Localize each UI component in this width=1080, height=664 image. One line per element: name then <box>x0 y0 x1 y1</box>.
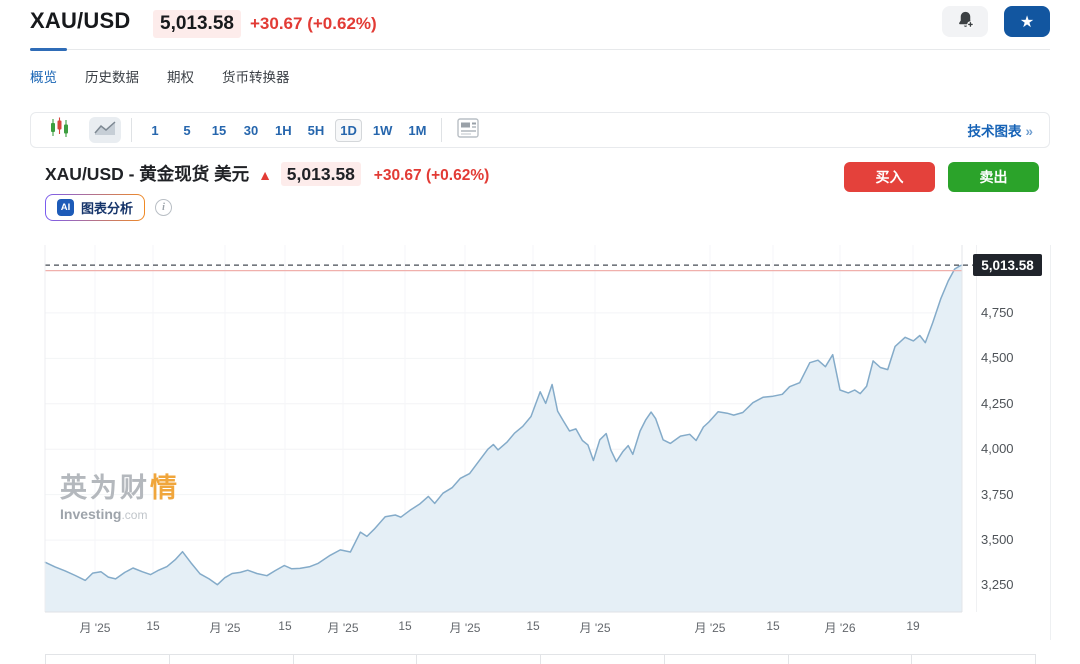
tab-options[interactable]: 期权 <box>167 70 194 85</box>
timeframe-1d[interactable]: 1D <box>335 118 362 142</box>
x-axis-label: 月 '25 <box>579 621 611 635</box>
technical-chart-link[interactable]: 技术图表» <box>967 120 1037 140</box>
header-change: +30.67 (+0.62%) <box>250 14 377 34</box>
candlestick-icon <box>50 117 69 143</box>
y-axis-border <box>976 245 977 612</box>
news-layout-icon <box>457 117 480 143</box>
technical-chart-label: 技术图表 <box>967 124 1022 139</box>
x-axis-label: 月 '25 <box>79 621 111 635</box>
price-area-chart[interactable] <box>44 245 973 613</box>
quote-table-cell <box>45 655 170 664</box>
chart-title-change: +30.67 (+0.62%) <box>373 167 490 184</box>
y-axis-label: 4,250 <box>981 395 1014 411</box>
star-icon: ★ <box>1019 13 1035 31</box>
candlestick-chart-button[interactable] <box>43 117 75 143</box>
x-axis-label: 15 <box>278 619 292 633</box>
y-axis-label: 4,000 <box>981 441 1014 457</box>
watermark: 英为财情 Investing.com <box>60 466 180 522</box>
create-alert-button[interactable] <box>942 6 988 37</box>
chart-title-text: XAU/USD - 黄金现货 美元 <box>45 164 250 184</box>
watermark-logo: Investing.com <box>60 506 148 522</box>
buy-button[interactable]: 买入 <box>844 162 935 192</box>
x-axis-label: 15 <box>526 619 540 633</box>
tab-overview[interactable]: 概览 <box>30 70 57 85</box>
quote-table-cell <box>541 655 665 664</box>
news-view-button[interactable] <box>452 117 484 143</box>
header-divider <box>30 49 1050 50</box>
y-axis-label: 3,750 <box>981 486 1014 502</box>
y-axis-label: 3,250 <box>981 577 1014 593</box>
timeframe-15[interactable]: 15 <box>211 122 227 138</box>
watermark-cn: 英为财情 <box>60 473 180 503</box>
chart-card-right-border <box>1050 245 1051 640</box>
timeframe-selector: 1 5 15 30 1H 5H 1D 1W 1M <box>142 118 431 142</box>
y-axis-label: 4,500 <box>981 350 1014 366</box>
timeframe-5h[interactable]: 5H <box>307 122 325 138</box>
x-axis-label: 15 <box>766 619 780 633</box>
page-title: XAU/USD <box>30 8 131 33</box>
ai-badge-icon: AI <box>57 199 74 216</box>
x-axis-label: 15 <box>146 619 160 633</box>
add-to-watchlist-button[interactable]: ★ <box>1004 6 1050 37</box>
x-axis-label: 月 '25 <box>449 621 481 635</box>
header-change-value: +30.67 <box>250 14 303 33</box>
y-axis-label: 4,750 <box>981 304 1014 320</box>
timeframe-5[interactable]: 5 <box>183 122 191 138</box>
timeframe-30[interactable]: 30 <box>243 122 259 138</box>
header-divider-accent <box>30 48 67 51</box>
area-chart-icon <box>94 120 116 141</box>
quote-table-cell <box>912 655 1036 664</box>
header-change-percent: (+0.62%) <box>307 14 377 33</box>
quote-table-cell <box>170 655 294 664</box>
timeframe-1m[interactable]: 1M <box>408 122 427 138</box>
ai-chart-analysis-label: 图表分析 <box>81 201 134 216</box>
x-axis-label: 15 <box>398 619 412 633</box>
timeframe-1[interactable]: 1 <box>151 122 159 138</box>
x-axis-label: 19 <box>906 619 920 633</box>
timeframe-1h[interactable]: 1H <box>275 122 292 138</box>
toolbar-divider <box>131 118 132 142</box>
toolbar-divider-2 <box>441 118 443 142</box>
tab-currency-converter[interactable]: 货币转换器 <box>222 70 290 85</box>
chart-toolbar: 1 5 15 30 1H 5H 1D 1W 1M 技术图表» <box>30 112 1050 148</box>
quote-table-cell <box>665 655 789 664</box>
ai-chart-analysis-button[interactable]: AI 图表分析 <box>45 194 145 221</box>
x-axis-label: 月 '25 <box>209 621 241 635</box>
chart-title: XAU/USD - 黄金现货 美元 ▲ 5,013.58 +30.67 (+0.… <box>45 161 489 186</box>
x-axis-label: 月 '25 <box>694 621 726 635</box>
info-icon[interactable]: i <box>155 199 172 216</box>
section-tabs: 概览 历史数据 期权 货币转换器 <box>30 66 290 86</box>
bell-plus-icon <box>956 10 975 34</box>
timeframe-1w[interactable]: 1W <box>372 122 393 138</box>
quote-table-cell <box>417 655 541 664</box>
chevron-right-icon: » <box>1025 124 1033 139</box>
chart-title-price: 5,013.58 <box>280 162 361 186</box>
current-price-tag: 5,013.58 <box>973 254 1042 276</box>
area-chart-button[interactable] <box>89 117 121 143</box>
up-arrow-icon: ▲ <box>258 167 272 183</box>
quote-table-cell <box>294 655 418 664</box>
quote-table-cell <box>789 655 913 664</box>
x-axis-label: 月 '26 <box>824 621 856 635</box>
x-axis-label: 月 '25 <box>327 621 359 635</box>
quote-table <box>45 654 1036 664</box>
tab-historical-data[interactable]: 历史数据 <box>85 70 139 85</box>
header-price: 5,013.58 <box>153 10 241 38</box>
sell-button[interactable]: 卖出 <box>948 162 1039 192</box>
y-axis-label: 3,500 <box>981 532 1014 548</box>
